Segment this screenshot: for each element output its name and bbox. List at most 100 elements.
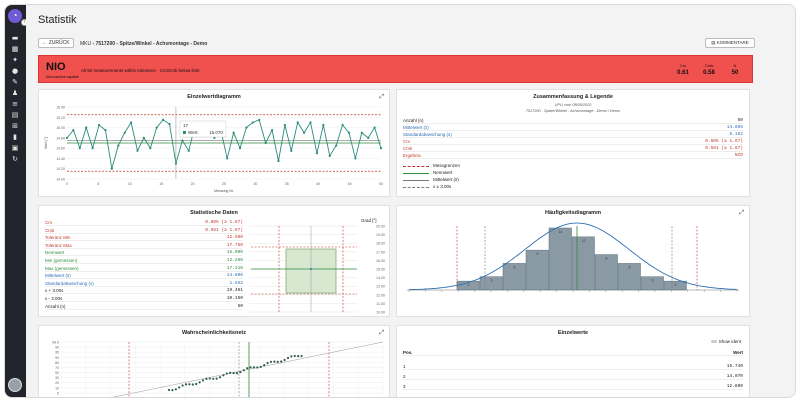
data-point[interactable] [162, 118, 165, 121]
probability-point[interactable] [280, 360, 283, 363]
probability-point[interactable] [208, 377, 211, 380]
histogram-bar[interactable] [525, 249, 549, 291]
probability-point[interactable] [191, 383, 194, 386]
probability-point[interactable] [246, 367, 249, 370]
data-point[interactable] [290, 149, 293, 152]
data-point[interactable] [251, 121, 254, 124]
hierarchy-icon[interactable]: ⊞ [12, 122, 18, 130]
histogram-bar[interactable] [548, 227, 572, 291]
data-point[interactable] [85, 126, 88, 129]
data-point[interactable] [309, 121, 312, 124]
menu-icon[interactable]: ▬ [11, 34, 19, 42]
histogram-bar[interactable] [479, 276, 503, 291]
data-point[interactable] [168, 122, 171, 126]
probability-point[interactable] [269, 360, 273, 363]
probability-point[interactable] [222, 374, 225, 377]
probability-point[interactable] [293, 354, 296, 358]
probability-point[interactable] [167, 388, 171, 392]
wrench-icon[interactable]: ✎ [12, 78, 18, 86]
probability-point[interactable] [263, 364, 266, 367]
data-point[interactable] [123, 131, 126, 134]
data-point[interactable] [78, 147, 81, 150]
data-point[interactable] [373, 126, 376, 129]
data-point[interactable] [360, 131, 363, 134]
data-point[interactable] [155, 126, 158, 129]
histogram-bar[interactable] [640, 276, 664, 291]
expand-icon[interactable]: ⤢ [379, 329, 384, 336]
data-point[interactable] [379, 147, 383, 150]
histogram-bar[interactable] [663, 280, 687, 291]
probability-point[interactable] [212, 377, 215, 380]
data-point[interactable] [322, 123, 325, 127]
single-value-chart[interactable]: 14.00 14.20 14.40 14.60 14.80 15.00 15.20 15.40… [39, 103, 389, 197]
probability-point[interactable] [242, 369, 245, 372]
probability-point[interactable] [259, 365, 262, 368]
probability-point[interactable] [218, 376, 222, 379]
list-icon[interactable]: ≡ [12, 100, 18, 108]
probability-point[interactable] [232, 371, 235, 375]
data-point[interactable] [270, 129, 274, 132]
history-icon[interactable]: ↻ [12, 155, 18, 163]
probability-point[interactable] [290, 355, 293, 358]
data-point[interactable] [117, 144, 120, 147]
data-point[interactable] [91, 147, 94, 150]
expand-icon[interactable]: ⤢ [379, 93, 384, 100]
avatar[interactable] [8, 378, 22, 392]
folder-icon[interactable]: ▤ [11, 111, 19, 119]
probability-point[interactable] [256, 366, 259, 369]
histogram-bar[interactable] [617, 263, 641, 291]
probability-point[interactable] [276, 360, 279, 363]
histogram-bar[interactable] [594, 254, 618, 291]
data-point[interactable] [129, 121, 133, 124]
probability-point[interactable] [297, 355, 300, 358]
probability-point[interactable] [286, 356, 290, 360]
data-point[interactable] [142, 136, 145, 139]
probability-point[interactable] [188, 383, 191, 386]
data-point[interactable] [264, 141, 267, 145]
histogram-bar[interactable] [502, 263, 526, 291]
probability-point[interactable] [171, 389, 174, 392]
data-point[interactable] [72, 129, 75, 132]
probability-point[interactable] [225, 372, 228, 375]
data-point[interactable] [315, 152, 319, 155]
probability-point[interactable] [205, 377, 208, 380]
probability-point[interactable] [215, 377, 218, 380]
data-point[interactable] [104, 129, 107, 132]
dashboard-icon[interactable]: ▦ [11, 45, 19, 53]
data-point[interactable] [65, 136, 69, 139]
data-point[interactable] [335, 144, 338, 147]
probability-point[interactable] [249, 366, 252, 369]
probability-point[interactable] [201, 379, 205, 382]
probability-point[interactable] [300, 354, 303, 358]
gear-icon[interactable]: ✦ [12, 56, 18, 64]
data-point[interactable] [367, 136, 370, 139]
comments-button[interactable]: ▤ KOMMENTARE [705, 38, 755, 48]
user-icon[interactable]: ♟ [11, 89, 19, 97]
data-point[interactable] [226, 157, 229, 160]
data-point[interactable] [258, 118, 261, 121]
data-point[interactable] [238, 147, 242, 150]
data-point[interactable] [303, 131, 306, 134]
app-logo[interactable]: ◔ [8, 9, 22, 23]
probability-point[interactable] [184, 383, 188, 386]
probability-point[interactable] [198, 381, 201, 384]
data-point[interactable] [149, 147, 152, 150]
data-point[interactable] [136, 149, 139, 152]
probability-point[interactable] [283, 358, 286, 362]
data-point[interactable] [341, 123, 344, 127]
probability-point[interactable] [195, 382, 198, 386]
data-point[interactable] [110, 167, 113, 170]
data-point[interactable] [354, 157, 357, 160]
data-point[interactable] [328, 154, 331, 157]
breadcrumb-prefix[interactable]: MKU › [80, 41, 95, 47]
probability-point[interactable] [266, 362, 269, 365]
probability-point[interactable] [273, 360, 276, 363]
data-point[interactable] [277, 159, 280, 163]
bar-chart-icon[interactable]: ▮ [13, 133, 17, 141]
probability-point[interactable] [235, 371, 239, 375]
mean-point[interactable] [310, 268, 312, 270]
probability-point[interactable] [178, 386, 181, 389]
probability-point[interactable] [174, 388, 177, 391]
probability-point[interactable] [181, 384, 184, 387]
